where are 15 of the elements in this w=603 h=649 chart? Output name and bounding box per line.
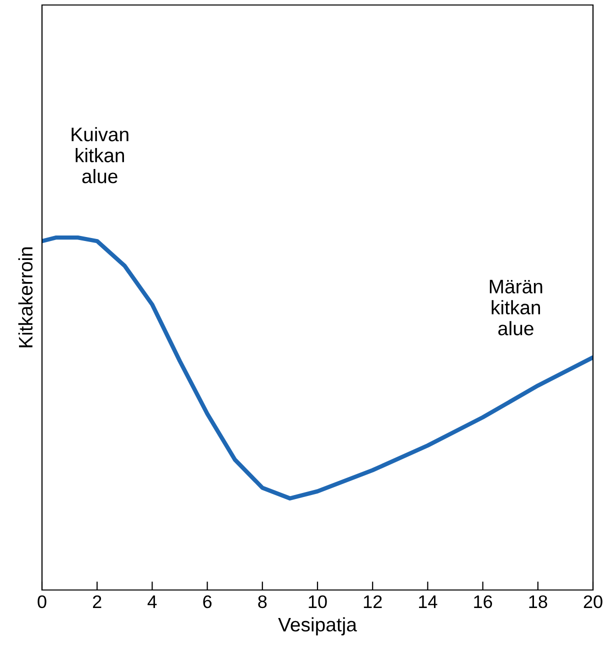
x-tick-label: 8 bbox=[258, 595, 267, 608]
x-axis-title: Vesipatja bbox=[278, 617, 357, 636]
x-tick-label: 0 bbox=[38, 595, 46, 608]
x-tick-label: 10 bbox=[308, 595, 327, 608]
x-tick-label: 12 bbox=[364, 595, 382, 608]
text: Kuivan kitkan alue bbox=[72, 127, 128, 184]
y-axis-title: Kitkakerroin bbox=[18, 247, 33, 348]
x-tick-label: 6 bbox=[203, 595, 212, 608]
annotation: Märän kitkan alue bbox=[490, 280, 542, 336]
x-tick-label: 2 bbox=[92, 595, 102, 608]
x-tick-label: 14 bbox=[419, 596, 438, 608]
x-tick-label: 16 bbox=[474, 595, 492, 608]
x-tick-label: 4 bbox=[148, 596, 157, 608]
x-tick-label: 18 bbox=[529, 595, 548, 608]
x-tick-label: 20 bbox=[584, 595, 602, 608]
